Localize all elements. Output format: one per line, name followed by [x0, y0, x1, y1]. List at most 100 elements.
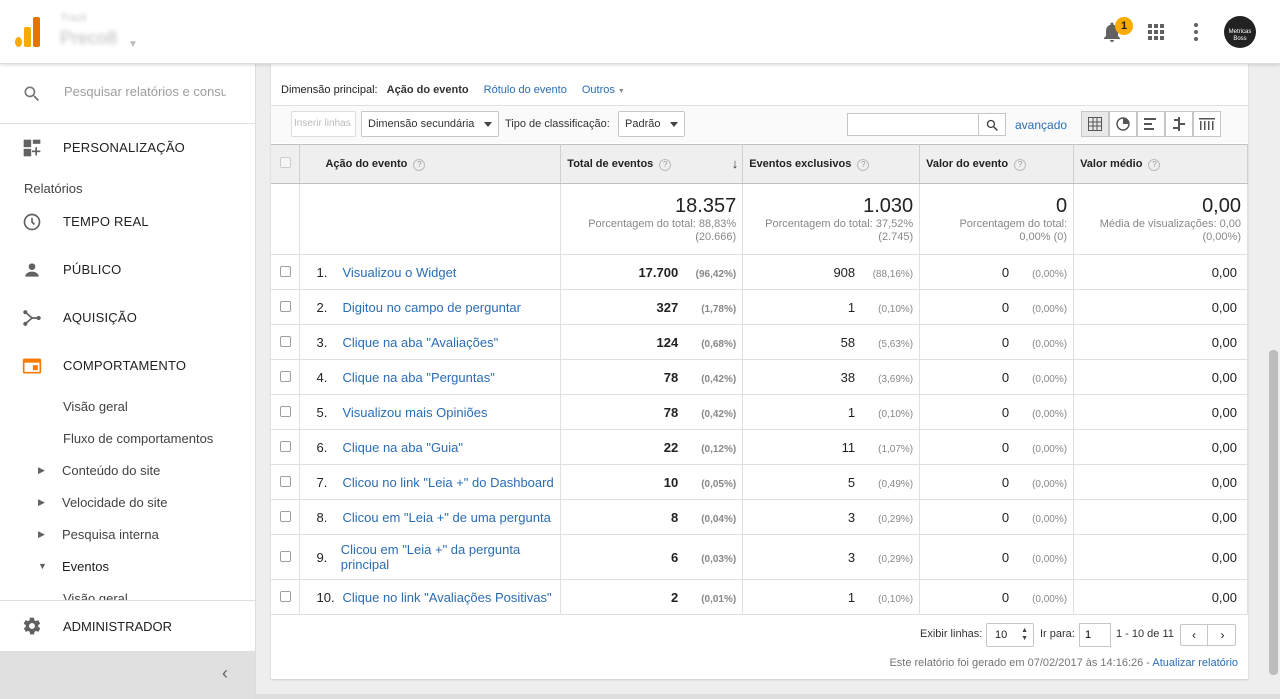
header-value[interactable]: Valor do evento?: [919, 144, 1075, 184]
more-vert-icon[interactable]: [1184, 20, 1208, 44]
row-unique-pct: (0,29%): [878, 513, 914, 525]
help-icon[interactable]: ?: [659, 158, 672, 171]
sidebar-item-administrador[interactable]: ADMINISTRADOR: [0, 600, 255, 650]
sidebar-item-comportamento[interactable]: COMPORTAMENTO: [0, 348, 256, 384]
rows-per-page-select[interactable]: 10 ▲ ▼: [986, 623, 1034, 647]
header-action[interactable]: Ação do evento?: [299, 144, 562, 184]
sidebar-item-personalizacao[interactable]: PERSONALIZAÇÃO: [0, 130, 256, 166]
table-row[interactable]: 1. Visualizou o Widget 17.700 (96,42%) 908 (8…: [271, 254, 1248, 290]
sidebar-subitem-eventos[interactable]: Eventos: [62, 559, 109, 574]
avatar[interactable]: Metricas Boss: [1224, 16, 1256, 48]
table-row[interactable]: 9. Clicou em "Leia +" da pergunta princip…: [271, 534, 1248, 580]
sidebar-item-tempo-real[interactable]: TEMPO REAL: [0, 204, 256, 240]
row-total-pct: (1,78%): [701, 303, 737, 315]
sort-type-dropdown[interactable]: Padrão: [618, 111, 685, 137]
sidebar-item-aquisicao[interactable]: AQUISIÇÃO: [0, 300, 256, 336]
row-checkbox[interactable]: [279, 590, 291, 602]
event-action-link[interactable]: Clicou em "Leia +" de uma pergunta: [342, 509, 551, 525]
row-checkbox[interactable]: [279, 510, 291, 522]
chevron-right-icon[interactable]: ▶: [38, 497, 45, 507]
row-checkbox[interactable]: [279, 440, 291, 452]
row-value-value: 0: [1001, 334, 1010, 350]
view-comparison-button[interactable]: [1165, 111, 1193, 137]
row-checkbox[interactable]: [279, 300, 291, 312]
pie-chart-icon: [1116, 117, 1130, 131]
help-icon[interactable]: ?: [1014, 158, 1027, 171]
table-row[interactable]: 5. Visualizou mais Opiniões 78 (0,42%) 1 (0,1…: [271, 394, 1248, 430]
row-checkbox[interactable]: [279, 405, 291, 417]
primary-dimension-other[interactable]: Outros ▼: [582, 84, 637, 96]
advanced-filter-link[interactable]: avançado: [1015, 118, 1068, 132]
select-all-checkbox[interactable]: [279, 157, 291, 168]
primary-dimension-event-label[interactable]: Rótulo do evento: [483, 84, 567, 96]
sidebar-item-publico[interactable]: PÚBLICO: [0, 252, 256, 288]
sidebar-subitem-conteudo[interactable]: Conteúdo do site: [62, 463, 161, 478]
sidebar-subitem-fluxo[interactable]: Fluxo de comportamentos: [63, 431, 214, 446]
account-selector[interactable]: Trazii Preco8 ▼: [60, 12, 138, 50]
event-action-link[interactable]: Digitou no campo de perguntar: [342, 299, 521, 315]
row-unique-pct: (0,10%): [878, 593, 914, 605]
event-action-link[interactable]: Visualizou mais Opiniões: [342, 404, 488, 420]
search-input[interactable]: [64, 84, 226, 99]
table-search-input[interactable]: [847, 113, 979, 136]
event-action-link[interactable]: Clique na aba "Guia": [342, 439, 464, 455]
sidebar-item-label: ADMINISTRADOR: [63, 619, 173, 634]
table-row[interactable]: 7. Clicou no link "Leia +" do Dashboard 10…: [271, 464, 1248, 500]
sort-arrow-down-icon[interactable]: ↓: [731, 156, 739, 171]
sidebar-subitem-pesquisa[interactable]: Pesquisa interna: [62, 527, 159, 542]
table-row[interactable]: 3. Clique na aba "Avaliações" 124 (0,68%) 58…: [271, 324, 1248, 360]
table-row[interactable]: 2. Digitou no campo de perguntar 327 (1,78%…: [271, 289, 1248, 325]
plot-rows-button[interactable]: Inserir linhas: [291, 111, 356, 137]
totals-sub: (20.666): [695, 231, 737, 243]
row-checkbox[interactable]: [279, 265, 291, 277]
header-total[interactable]: Total de eventos? ↓: [560, 144, 744, 184]
table-row[interactable]: 10. Clique no link "Avaliações Positivas"…: [271, 579, 1248, 615]
header-avg[interactable]: Valor médio?: [1073, 144, 1248, 184]
row-avg-value: 0,00: [1211, 334, 1237, 350]
event-action-link[interactable]: Visualizou o Widget: [342, 264, 457, 280]
row-checkbox[interactable]: [279, 370, 291, 382]
chevron-right-icon[interactable]: ›: [1220, 628, 1225, 642]
secondary-dimension-dropdown[interactable]: Dimensão secundária: [361, 111, 499, 137]
header-unique[interactable]: Eventos exclusivos?: [742, 144, 921, 184]
event-action-link[interactable]: Clique na aba "Avaliações": [342, 334, 499, 350]
row-checkbox[interactable]: [279, 335, 291, 347]
sidebar-subitem-velocidade[interactable]: Velocidade do site: [62, 495, 168, 510]
chevron-down-icon[interactable]: ▼: [38, 561, 47, 571]
table-row[interactable]: 8. Clicou em "Leia +" de uma pergunta 8 (0,…: [271, 499, 1248, 535]
event-action-link[interactable]: Clique no link "Avaliações Positivas": [342, 589, 552, 605]
row-unique-pct: (0,29%): [878, 553, 914, 565]
chevron-left-icon[interactable]: ‹: [1181, 625, 1208, 645]
help-icon[interactable]: ?: [1148, 158, 1161, 171]
sidebar-subitem-visao-geral[interactable]: Visão geral: [63, 399, 128, 414]
row-checkbox[interactable]: [279, 475, 291, 487]
table-row[interactable]: 6. Clique na aba "Guia" 22 (0,12%) 11 (1,07%)…: [271, 429, 1248, 465]
analytics-logo-icon[interactable]: [15, 17, 41, 47]
row-avg-cell: 0,00: [1073, 464, 1248, 500]
chevron-left-icon[interactable]: ‹: [222, 663, 228, 683]
chevron-down-icon: ▼: [128, 39, 138, 50]
event-action-link[interactable]: Clique na aba "Perguntas": [342, 369, 495, 385]
view-pivot-button[interactable]: [1193, 111, 1221, 137]
chevron-right-icon[interactable]: ▶: [38, 529, 45, 539]
apps-grid-icon[interactable]: [1144, 20, 1168, 44]
table-search-button[interactable]: [978, 113, 1006, 136]
page-scrollbar[interactable]: [1269, 350, 1278, 675]
view-pie-button[interactable]: [1109, 111, 1137, 137]
help-icon[interactable]: ?: [857, 158, 870, 171]
view-table-button[interactable]: [1081, 111, 1109, 137]
help-icon[interactable]: ?: [413, 158, 426, 171]
primary-dimension-selected[interactable]: Ação do evento: [386, 84, 469, 96]
chevron-right-icon[interactable]: ▶: [38, 465, 45, 475]
chevron-down-icon: [484, 121, 493, 127]
event-action-link[interactable]: Clicou em "Leia +" da pergunta principal: [340, 542, 521, 572]
sidebar-subitem-eventos-visao[interactable]: Visão geral: [63, 591, 128, 600]
sidebar-item-label: PERSONALIZAÇÃO: [63, 140, 185, 155]
sidebar-collapse-bar[interactable]: ‹: [0, 651, 255, 699]
table-row[interactable]: 4. Clique na aba "Perguntas" 78 (0,42%) 38 (3…: [271, 359, 1248, 395]
goto-page-input[interactable]: [1079, 623, 1111, 647]
view-performance-button[interactable]: [1137, 111, 1165, 137]
event-action-link[interactable]: Clicou no link "Leia +" do Dashboard: [342, 474, 554, 490]
row-checkbox[interactable]: [279, 550, 291, 562]
refresh-report-link[interactable]: Atualizar relatório: [1152, 657, 1238, 669]
